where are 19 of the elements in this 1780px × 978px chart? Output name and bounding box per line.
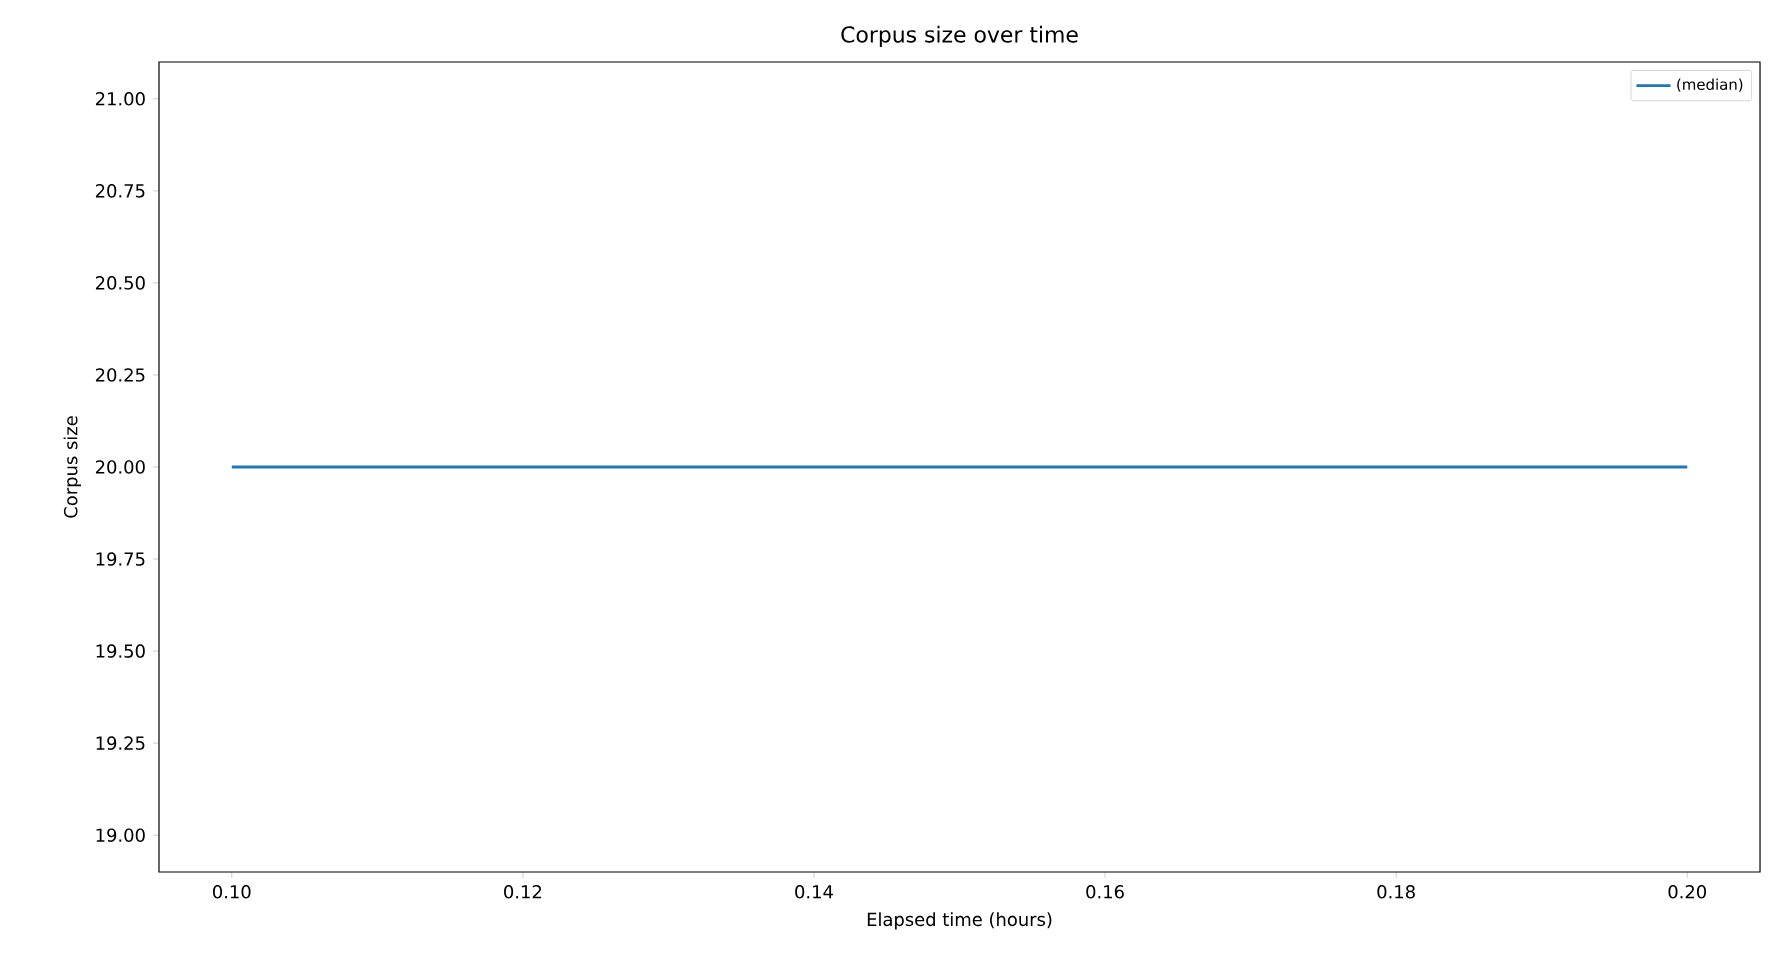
- chart-title: Corpus size over time: [841, 25, 1078, 47]
- y-tick-label: 19.00: [96, 828, 145, 842]
- legend-label: (median): [1677, 78, 1743, 92]
- x-axis-title: Elapsed time (hours): [867, 912, 1052, 930]
- x-tick-label: 0.12: [504, 885, 542, 899]
- x-tick-label: 0.16: [1086, 885, 1124, 899]
- y-tick-label: 20.25: [95, 368, 145, 382]
- x-tick-label: 0.10: [213, 885, 251, 899]
- y-tick-label: 20.00: [95, 460, 145, 474]
- y-tick-label: 20.50: [95, 276, 145, 290]
- y-tick-label: 19.25: [96, 736, 145, 750]
- y-axis-title: Corpus size: [63, 416, 81, 518]
- y-tick-label: 19.50: [96, 644, 145, 658]
- y-tick-label: 20.75: [95, 184, 145, 198]
- x-tick-label: 0.14: [795, 885, 833, 899]
- x-tick-label: 0.18: [1377, 885, 1415, 899]
- x-tick-label: 0.20: [1668, 885, 1707, 899]
- y-tick-label: 19.75: [96, 552, 145, 566]
- y-tick-label: 21.00: [95, 92, 145, 106]
